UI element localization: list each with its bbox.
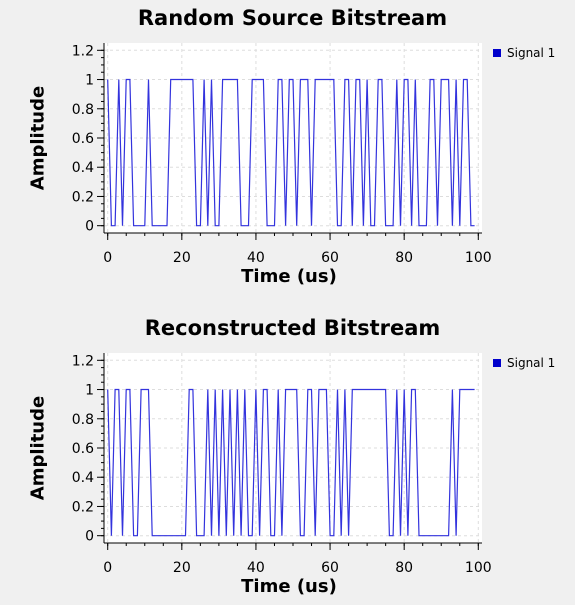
- x-tick-label: 20: [173, 560, 191, 576]
- chart-panel-random-source: Random Source Bitstream 0 0.2 0.4 0.6 0.8 1 1.…: [0, 0, 575, 300]
- x-tick-label: 0: [103, 250, 112, 266]
- y-tick-label: 0.4: [72, 160, 94, 176]
- plot-area[interactable]: 0 0.2 0.4 0.6 0.8 1 1.2 0 20 40 60 80 100: [0, 310, 575, 605]
- x-tick-label: 60: [321, 560, 339, 576]
- y-tick-label: 1: [85, 73, 94, 89]
- x-tick-label: 0: [103, 560, 112, 576]
- plot-area[interactable]: 0 0.2 0.4 0.6 0.8 1 1.2 0 20 40 60 80 100: [0, 0, 575, 300]
- legend-swatch: [493, 49, 501, 57]
- y-tick-label: 0.6: [72, 441, 94, 457]
- y-tick-label: 0.8: [72, 102, 94, 118]
- y-tick-label: 0.8: [72, 412, 94, 428]
- y-tick-label: 0.6: [72, 131, 94, 147]
- y-tick-label: 0.2: [72, 499, 94, 515]
- chart-title: Random Source Bitstream: [137, 6, 448, 30]
- y-tick-label: 1.2: [72, 353, 94, 369]
- x-tick-label: 20: [173, 250, 191, 266]
- series-line-signal-1: [107, 388, 475, 537]
- legend-swatch: [493, 359, 501, 367]
- x-tick-label: 100: [465, 560, 492, 576]
- y-tick-label: 0: [85, 529, 94, 545]
- y-tick-label: 1.2: [72, 43, 94, 59]
- y-axis-label: Amplitude: [27, 395, 49, 501]
- legend-label: Signal 1: [507, 356, 556, 370]
- x-tick-label: 80: [395, 250, 413, 266]
- y-tick-label: 0.2: [72, 189, 94, 205]
- y-tick-label: 0: [85, 219, 94, 235]
- series-line-signal-1: [107, 78, 475, 227]
- x-tick-label: 80: [395, 560, 413, 576]
- x-tick-label: 100: [465, 250, 492, 266]
- y-axis-label: Amplitude: [27, 85, 49, 191]
- chart-title: Reconstructed Bitstream: [144, 316, 441, 340]
- chart-panel-reconstructed: Reconstructed Bitstream 0 0.2 0.4 0.6 0.8 1 1.…: [0, 310, 575, 605]
- x-tick-label: 60: [321, 250, 339, 266]
- y-tick-label: 0.4: [72, 470, 94, 486]
- legend-label: Signal 1: [507, 46, 556, 60]
- y-tick-label: 1: [85, 383, 94, 399]
- legend[interactable]: Signal 1: [493, 356, 555, 370]
- x-tick-label: 40: [247, 560, 265, 576]
- x-tick-label: 40: [247, 250, 265, 266]
- legend[interactable]: Signal 1: [493, 46, 555, 60]
- x-axis-label: Time (us): [241, 266, 337, 287]
- x-axis-label: Time (us): [241, 576, 337, 597]
